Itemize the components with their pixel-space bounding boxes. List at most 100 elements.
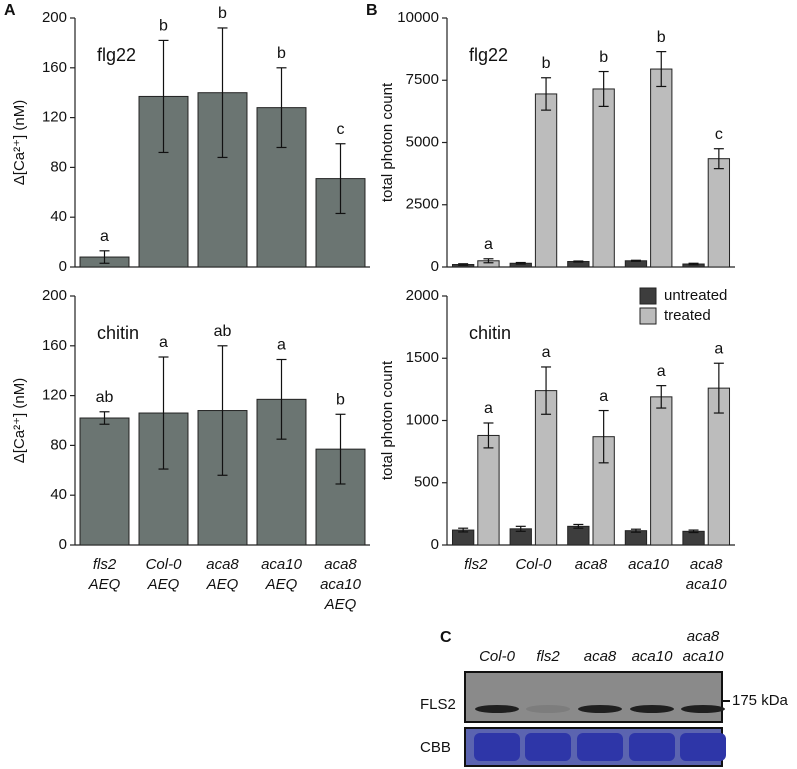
chart-title: chitin	[97, 323, 139, 343]
error-bar	[541, 77, 552, 111]
y-axis-label: total photon count	[379, 360, 396, 480]
bar	[650, 68, 673, 268]
y-tick-label: 500	[414, 474, 439, 491]
x-tick-label: aca8	[324, 556, 357, 573]
lane-label: aca10	[632, 648, 674, 665]
bar	[650, 396, 673, 546]
blot-band	[630, 705, 674, 713]
y-axis-label: Δ[Ca²⁺] (nM)	[11, 378, 28, 463]
error-bar	[688, 529, 699, 534]
y-tick-label: 200	[42, 287, 67, 304]
significance-label: a	[484, 236, 493, 253]
significance-label: a	[159, 334, 168, 351]
x-tick-label: aca8	[690, 556, 723, 573]
y-tick-label: 120	[42, 387, 67, 404]
x-tick-label: aca10	[320, 576, 362, 593]
legend-label: untreated	[664, 287, 727, 304]
cbb-band	[577, 733, 623, 761]
error-bar	[541, 366, 552, 415]
cbb-band	[474, 733, 520, 761]
chart-title: chitin	[469, 323, 511, 343]
y-tick-label: 10000	[397, 9, 439, 26]
panel-label: C	[440, 629, 452, 646]
y-axis-label: total photon count	[379, 82, 396, 202]
error-bar	[713, 148, 724, 170]
y-tick-label: 80	[50, 436, 67, 453]
x-tick-label: AEQ	[265, 576, 298, 593]
y-tick-label: 0	[431, 536, 439, 553]
significance-label: a	[100, 228, 109, 245]
lane-label: fls2	[536, 648, 560, 665]
significance-label: a	[484, 400, 493, 417]
marker-label: 175 kDa	[732, 692, 789, 709]
blot-membrane	[464, 671, 723, 723]
y-axis-label: Δ[Ca²⁺] (nM)	[11, 100, 28, 185]
bar	[477, 434, 500, 546]
chart-title: flg22	[97, 45, 136, 65]
significance-label: c	[337, 121, 345, 138]
y-tick-label: 0	[59, 536, 67, 553]
x-tick-label: AEQ	[206, 576, 239, 593]
y-tick-label: 2000	[406, 287, 439, 304]
x-tick-label: Col-0	[146, 556, 183, 573]
panel-label: A	[4, 2, 16, 19]
error-bar	[515, 525, 526, 532]
x-tick-label: AEQ	[88, 576, 121, 593]
bar	[567, 525, 590, 546]
error-bar	[630, 528, 641, 533]
error-bar	[713, 362, 724, 414]
error-bar	[573, 260, 584, 263]
y-tick-label: 7500	[406, 71, 439, 88]
x-tick-label: fls2	[93, 556, 117, 573]
error-bar	[458, 263, 469, 266]
error-bar	[688, 262, 699, 266]
error-bar	[158, 39, 169, 154]
bar	[707, 158, 731, 268]
significance-label: b	[542, 55, 551, 72]
lane-label: aca10	[683, 648, 725, 665]
row-label: CBB	[420, 739, 451, 756]
y-tick-label: 2500	[406, 196, 439, 213]
error-bar	[483, 258, 494, 264]
lane-label: aca8	[584, 648, 617, 665]
y-tick-label: 80	[50, 158, 67, 175]
y-tick-label: 200	[42, 9, 67, 26]
significance-label: b	[336, 391, 345, 408]
significance-label: b	[218, 5, 227, 22]
y-tick-label: 40	[50, 208, 67, 225]
x-tick-label: fls2	[464, 556, 488, 573]
error-bar	[335, 143, 346, 215]
y-tick-label: 0	[431, 258, 439, 275]
x-tick-label: aca8	[206, 556, 239, 573]
error-bar	[276, 358, 287, 440]
legend-swatch	[639, 307, 657, 325]
error-bar	[656, 385, 667, 409]
y-tick-label: 5000	[406, 133, 439, 150]
cbb-band	[629, 733, 675, 761]
blot-band	[526, 705, 570, 713]
error-bar	[515, 261, 526, 265]
significance-label: a	[542, 344, 551, 361]
significance-label: a	[657, 363, 666, 380]
bar	[624, 530, 648, 546]
significance-label: a	[599, 388, 608, 405]
x-tick-label: AEQ	[324, 596, 357, 613]
legend-label: treated	[664, 307, 711, 324]
significance-label: b	[599, 49, 608, 66]
bar	[315, 178, 366, 268]
x-tick-label: Col-0	[515, 556, 552, 573]
significance-label: b	[277, 45, 286, 62]
bar	[682, 530, 705, 546]
row-label: FLS2	[420, 696, 456, 713]
cbb-band	[525, 733, 571, 761]
bar	[592, 88, 615, 268]
x-tick-label: aca8	[575, 556, 608, 573]
error-bar	[598, 70, 609, 107]
error-bar	[458, 527, 469, 533]
error-bar	[598, 409, 609, 464]
blot-band	[681, 705, 725, 713]
significance-label: ab	[214, 323, 232, 340]
panel-label: B	[366, 2, 378, 19]
y-tick-label: 160	[42, 337, 67, 354]
